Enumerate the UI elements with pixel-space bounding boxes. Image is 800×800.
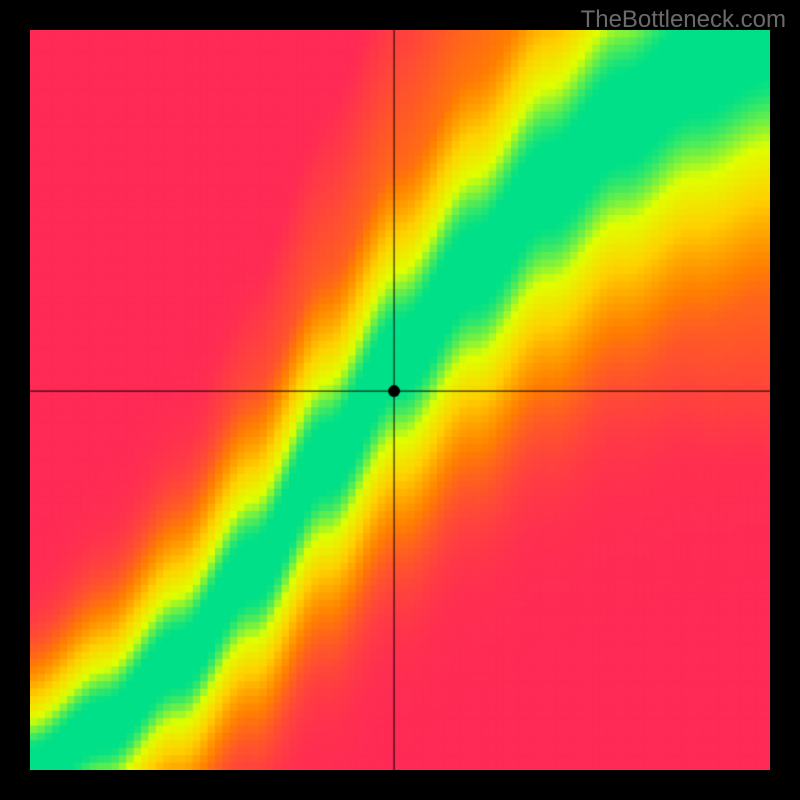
chart-container: TheBottleneck.com xyxy=(0,0,800,800)
watermark-text: TheBottleneck.com xyxy=(581,6,786,34)
bottleneck-heatmap xyxy=(30,30,770,770)
